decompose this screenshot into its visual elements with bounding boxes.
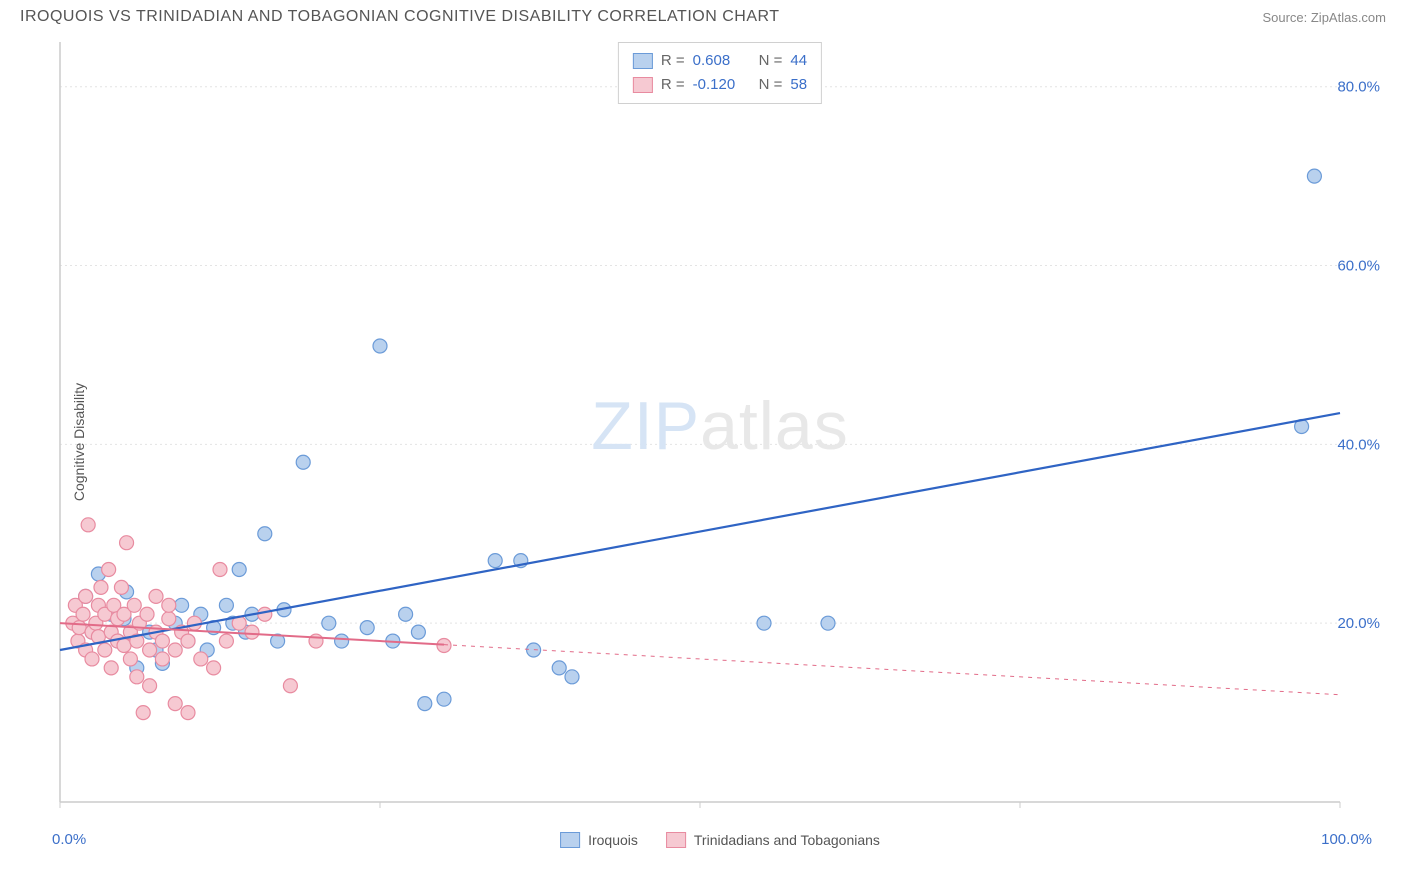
data-point[interactable] xyxy=(437,639,451,653)
legend-swatch xyxy=(560,832,580,848)
data-point[interactable] xyxy=(258,527,272,541)
data-point[interactable] xyxy=(143,643,157,657)
stats-legend-box: R = 0.608 N = 44 R = -0.120 N = 58 xyxy=(618,42,822,104)
source-link[interactable]: ZipAtlas.com xyxy=(1311,10,1386,25)
n-label: N = xyxy=(759,73,783,97)
y-tick-label: 20.0% xyxy=(1337,615,1380,632)
data-point[interactable] xyxy=(162,598,176,612)
data-point[interactable] xyxy=(283,679,297,693)
data-point[interactable] xyxy=(155,634,169,648)
data-point[interactable] xyxy=(437,692,451,706)
data-point[interactable] xyxy=(552,661,566,675)
data-point[interactable] xyxy=(757,616,771,630)
data-point[interactable] xyxy=(322,616,336,630)
trend-line-dashed xyxy=(444,645,1340,695)
data-point[interactable] xyxy=(373,339,387,353)
data-point[interactable] xyxy=(213,563,227,577)
data-point[interactable] xyxy=(181,634,195,648)
r-value: -0.120 xyxy=(693,73,751,97)
data-point[interactable] xyxy=(399,607,413,621)
data-point[interactable] xyxy=(219,634,233,648)
y-tick-label: 60.0% xyxy=(1337,258,1380,275)
data-point[interactable] xyxy=(85,652,99,666)
data-point[interactable] xyxy=(123,652,137,666)
data-point[interactable] xyxy=(117,639,131,653)
data-point[interactable] xyxy=(104,661,118,675)
legend-item[interactable]: Iroquois xyxy=(560,832,638,848)
data-point[interactable] xyxy=(130,670,144,684)
data-point[interactable] xyxy=(98,643,112,657)
y-axis-label: Cognitive Disability xyxy=(71,383,87,501)
data-point[interactable] xyxy=(168,697,182,711)
data-point[interactable] xyxy=(79,589,93,603)
data-point[interactable] xyxy=(72,621,86,635)
data-point[interactable] xyxy=(245,625,259,639)
data-point[interactable] xyxy=(1307,169,1321,183)
n-label: N = xyxy=(759,49,783,73)
data-point[interactable] xyxy=(136,706,150,720)
data-point[interactable] xyxy=(114,580,128,594)
data-point[interactable] xyxy=(335,634,349,648)
data-point[interactable] xyxy=(232,563,246,577)
data-point[interactable] xyxy=(94,580,108,594)
n-value: 44 xyxy=(790,49,807,73)
data-point[interactable] xyxy=(162,612,176,626)
data-point[interactable] xyxy=(168,643,182,657)
data-point[interactable] xyxy=(219,598,233,612)
data-point[interactable] xyxy=(102,563,116,577)
data-point[interactable] xyxy=(143,679,157,693)
series-legend: Iroquois Trinidadians and Tobagonians xyxy=(560,832,880,848)
data-point[interactable] xyxy=(76,607,90,621)
data-point[interactable] xyxy=(488,554,502,568)
data-point[interactable] xyxy=(258,607,272,621)
legend-swatch xyxy=(666,832,686,848)
data-point[interactable] xyxy=(140,607,154,621)
data-point[interactable] xyxy=(207,661,221,675)
r-label: R = xyxy=(661,49,685,73)
data-point[interactable] xyxy=(565,670,579,684)
n-value: 58 xyxy=(790,73,807,97)
stats-swatch xyxy=(633,77,653,93)
data-point[interactable] xyxy=(821,616,835,630)
legend-label: Iroquois xyxy=(588,832,638,848)
trend-line-solid xyxy=(60,413,1340,650)
data-point[interactable] xyxy=(175,598,189,612)
stats-row: R = -0.120 N = 58 xyxy=(633,73,807,97)
legend-item[interactable]: Trinidadians and Tobagonians xyxy=(666,832,880,848)
stats-swatch xyxy=(633,53,653,69)
legend-label: Trinidadians and Tobagonians xyxy=(694,832,880,848)
source-prefix: Source: xyxy=(1262,10,1310,25)
data-point[interactable] xyxy=(309,634,323,648)
data-point[interactable] xyxy=(527,643,541,657)
data-point[interactable] xyxy=(149,589,163,603)
x-axis-min-label: 0.0% xyxy=(52,831,86,848)
chart-title: IROQUOIS VS TRINIDADIAN AND TOBAGONIAN C… xyxy=(20,8,780,26)
r-value: 0.608 xyxy=(693,49,751,73)
r-label: R = xyxy=(661,73,685,97)
data-point[interactable] xyxy=(155,652,169,666)
data-point[interactable] xyxy=(81,518,95,532)
source-attribution: Source: ZipAtlas.com xyxy=(1262,10,1386,25)
data-point[interactable] xyxy=(418,697,432,711)
data-point[interactable] xyxy=(194,652,208,666)
correlation-chart: Cognitive Disability ZIPatlas 20.0%40.0%… xyxy=(50,42,1390,842)
y-tick-label: 40.0% xyxy=(1337,436,1380,453)
y-tick-label: 80.0% xyxy=(1337,79,1380,96)
scatter-plot-svg: 20.0% 40.0% 60.0% 80.0% xyxy=(50,42,1390,842)
data-point[interactable] xyxy=(411,625,425,639)
data-point[interactable] xyxy=(296,455,310,469)
x-axis-max-label: 100.0% xyxy=(1321,831,1372,848)
data-point[interactable] xyxy=(127,598,141,612)
stats-row: R = 0.608 N = 44 xyxy=(633,49,807,73)
data-point[interactable] xyxy=(120,536,134,550)
data-point[interactable] xyxy=(360,621,374,635)
data-point[interactable] xyxy=(181,706,195,720)
